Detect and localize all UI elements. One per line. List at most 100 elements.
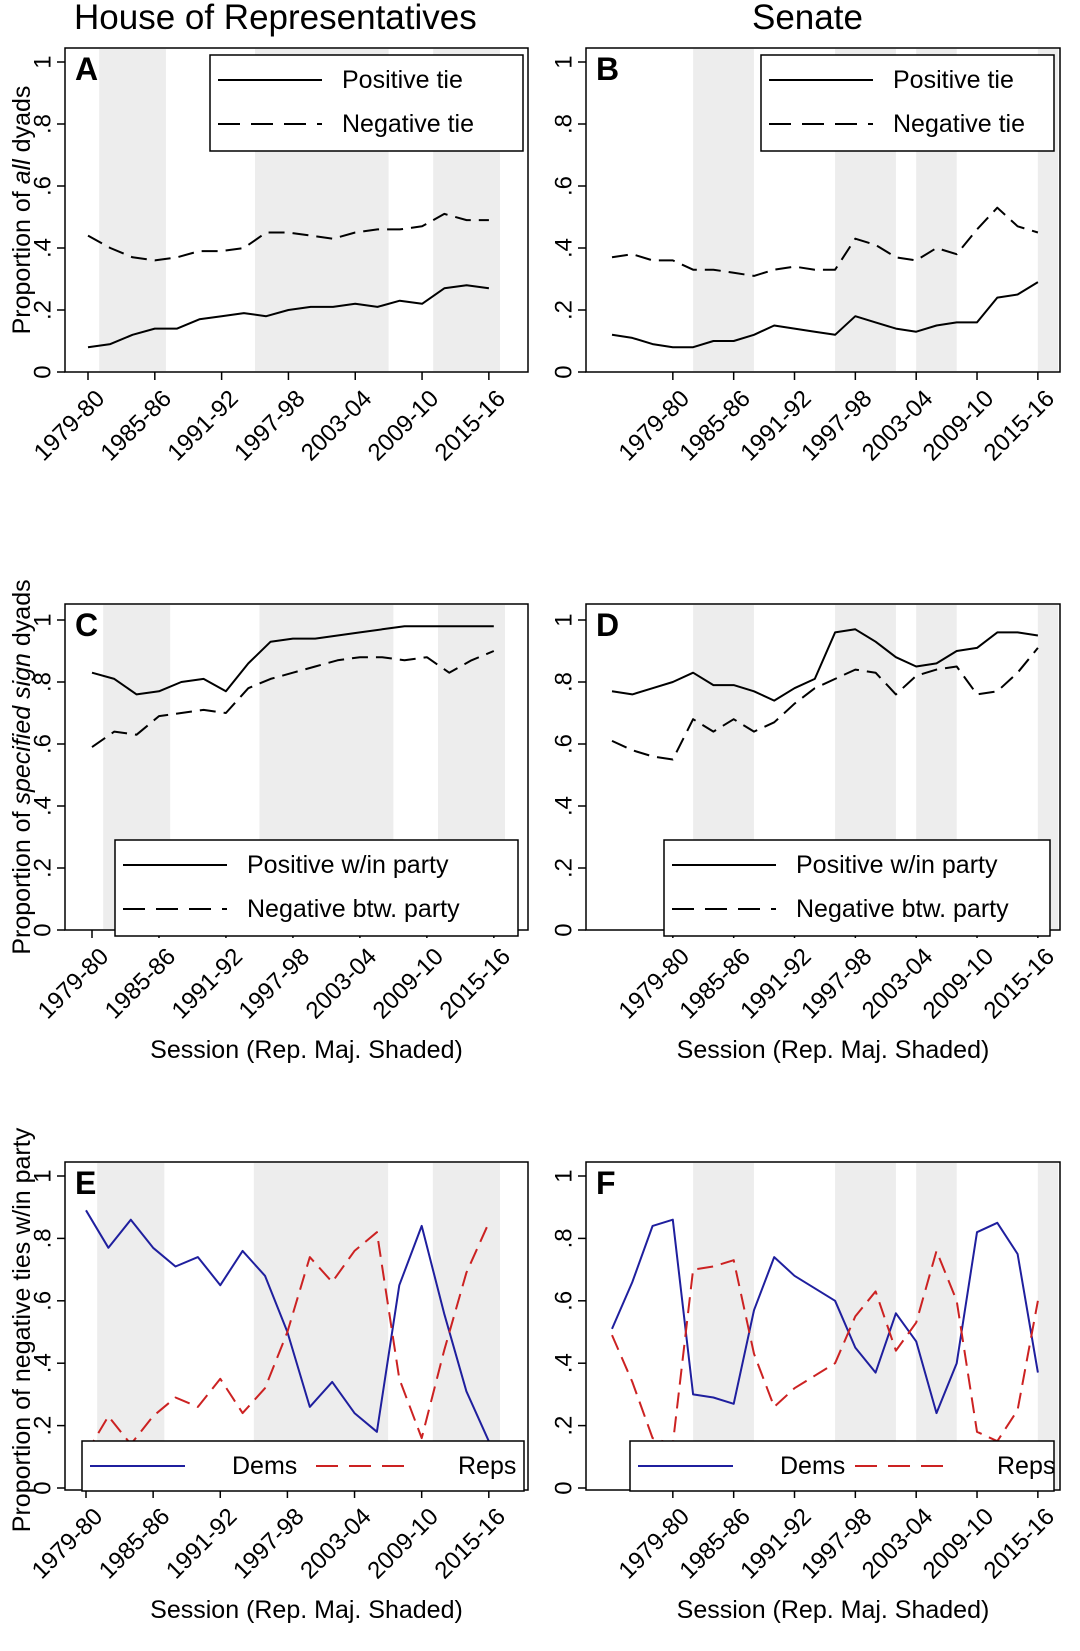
y-tick-label: 0	[30, 365, 57, 378]
y-axis-title: Proportion of negative ties w/in party	[8, 1127, 36, 1532]
y-tick-label: .8	[551, 1228, 578, 1248]
y-tick-label: .6	[551, 1291, 578, 1311]
legend: Positive tie Negative tie	[760, 54, 1055, 152]
x-tick-label: 1985-86	[94, 1503, 175, 1584]
legend-label: Reps	[997, 1452, 1055, 1480]
y-tick-label: 0	[551, 365, 578, 378]
y-axis-title-part: Proportion of	[8, 184, 36, 334]
y-tick-label: .2	[30, 858, 57, 878]
legend: Positive w/in party Negative btw. party	[663, 839, 1051, 937]
panel-letter: F	[596, 1165, 616, 1201]
x-tick-label: 2015-16	[435, 943, 516, 1024]
y-axis-title-part: specified sign	[8, 653, 36, 804]
legend: Dems Reps	[81, 1440, 525, 1492]
y-tick-label: 1	[551, 1169, 578, 1182]
y-axis-title-part: Proportion of negative ties w/in party	[8, 1127, 36, 1532]
legend-label: Positive w/in party	[247, 851, 449, 879]
y-tick-label: .2	[30, 1416, 57, 1436]
x-tick-label: 1997-98	[228, 1503, 309, 1584]
x-tick-label: 1991-92	[161, 1503, 242, 1584]
legend-label: Dems	[780, 1452, 845, 1480]
series-line-negative-tie	[87, 212, 489, 262]
legend-box	[629, 1440, 1055, 1492]
panel-c: 0.2.4.6.811979-801985-861991-921997-9820…	[30, 603, 529, 1064]
x-tick-label: 2003-04	[296, 385, 377, 466]
series-line-positive-w-in-party	[611, 628, 1039, 702]
y-tick-label: .6	[30, 176, 57, 196]
series-line-negative-btw-party	[611, 647, 1039, 761]
y-axis-title: Proportion of all dyads	[8, 86, 36, 335]
y-axis-title-part: dyads	[8, 86, 36, 160]
panel-f: 0.2.4.6.811979-801985-861991-921997-9820…	[551, 1161, 1061, 1624]
x-tick-label: 2015-16	[430, 385, 511, 466]
y-tick-label: .6	[551, 176, 578, 196]
legend-box	[663, 839, 1051, 937]
legend: Positive w/in party Negative btw. party	[114, 839, 519, 937]
x-tick-label: 1979-80	[29, 385, 110, 466]
x-tick-label: 2009-10	[368, 943, 449, 1024]
y-tick-label: 1	[551, 55, 578, 68]
x-tick-label: 2003-04	[295, 1503, 376, 1584]
shaded-region	[693, 1163, 754, 1489]
y-tick-label: .6	[551, 734, 578, 754]
panel-a: 0.2.4.6.811979-801985-861991-921997-9820…	[29, 47, 529, 466]
x-tick-label: 1997-98	[234, 943, 315, 1024]
legend-label: Positive w/in party	[796, 851, 998, 879]
series-line-negative-btw-party	[91, 650, 495, 748]
y-tick-label: .4	[30, 1353, 57, 1373]
panel-letter: D	[596, 607, 619, 643]
panel-letter: C	[75, 607, 98, 643]
x-axis-title: Session (Rep. Maj. Shaded)	[677, 1036, 990, 1064]
y-tick-label: 1	[30, 1169, 57, 1182]
y-axis-title: Proportion of specified sign dyads	[8, 579, 36, 954]
y-tick-label: .8	[30, 1228, 57, 1248]
y-tick-label: .8	[30, 672, 57, 692]
shaded-region	[432, 1163, 500, 1489]
x-tick-label: 1985-86	[96, 385, 177, 466]
y-tick-label: .4	[551, 1353, 578, 1373]
series-line-positive-tie	[611, 281, 1039, 349]
y-tick-label: .8	[30, 114, 57, 134]
shaded-region	[253, 1163, 389, 1489]
senate-title: Senate	[752, 0, 863, 37]
y-tick-label: 1	[551, 613, 578, 626]
panel-d: 0.2.4.6.811979-801985-861991-921997-9820…	[551, 603, 1061, 1064]
x-tick-label: 1979-80	[27, 1503, 108, 1584]
shaded-region	[916, 1163, 957, 1489]
legend-label: Negative tie	[893, 110, 1025, 138]
y-tick-label: .2	[551, 300, 578, 320]
y-tick-label: .2	[30, 300, 57, 320]
legend-label: Negative tie	[342, 110, 474, 138]
legend-box	[760, 54, 1055, 152]
panel-e: 0.2.4.6.811979-801985-861991-921997-9820…	[27, 1161, 529, 1624]
x-axis-title: Session (Rep. Maj. Shaded)	[677, 1596, 990, 1624]
y-tick-label: .4	[551, 796, 578, 816]
series-line-positive-w-in-party	[91, 625, 494, 696]
y-tick-label: 0	[30, 923, 57, 936]
plot-frame	[585, 47, 1061, 373]
x-tick-label: 1997-98	[229, 385, 310, 466]
legend-label: Dems	[232, 1452, 297, 1480]
x-tick-label: 2009-10	[363, 385, 444, 466]
series-line-reps	[85, 1222, 490, 1455]
legend-label: Negative btw. party	[247, 895, 460, 923]
legend: Positive tie Negative tie	[209, 54, 524, 152]
panel-letter: E	[75, 1165, 96, 1201]
y-axis-title-part: Proportion of	[8, 805, 36, 955]
panel-letter: B	[596, 51, 619, 87]
legend-label: Negative btw. party	[796, 895, 1009, 923]
y-tick-label: .8	[551, 672, 578, 692]
shaded-region	[1037, 1163, 1059, 1489]
y-tick-label: .8	[551, 114, 578, 134]
series-line-negative-tie	[611, 206, 1039, 277]
series-line-dems	[611, 1218, 1039, 1415]
series-line-positive-tie	[87, 284, 490, 349]
y-axis-title-part: all	[8, 158, 36, 184]
y-tick-label: 1	[30, 613, 57, 626]
x-axis-title: Session (Rep. Maj. Shaded)	[150, 1036, 463, 1064]
y-tick-label: 0	[30, 1481, 57, 1494]
y-axis-title-part: dyads	[8, 579, 36, 653]
legend-box	[209, 54, 524, 152]
